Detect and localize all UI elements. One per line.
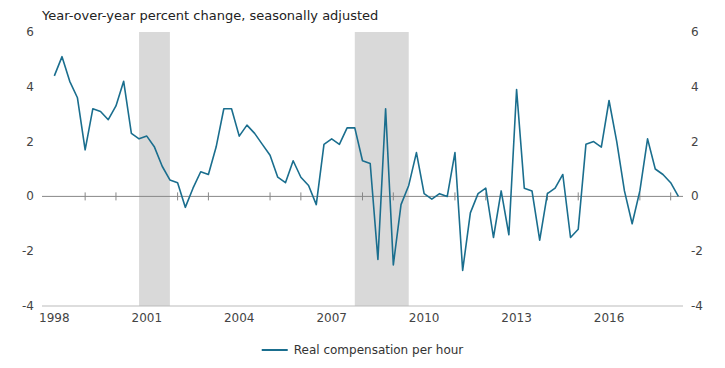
- x-tick-label: 2007: [316, 311, 347, 325]
- y-tick-label-right: -2: [691, 244, 703, 258]
- x-tick-label: 2004: [224, 311, 255, 325]
- recession-band: [139, 32, 170, 306]
- y-tick-label: 6: [26, 25, 34, 39]
- legend-label: Real compensation per hour: [294, 343, 464, 357]
- y-tick-label: 0: [26, 189, 34, 203]
- y-tick-label: 2: [26, 135, 34, 149]
- legend-swatch: [262, 349, 288, 351]
- minor-tick: [362, 192, 363, 200]
- y-tick-label-right: -4: [691, 299, 703, 313]
- minor-tick: [300, 192, 301, 200]
- legend-item: Real compensation per hour: [262, 343, 464, 357]
- y-tick-label: -2: [22, 244, 34, 258]
- x-tick-label: 1998: [39, 311, 70, 325]
- minor-tick: [270, 192, 271, 200]
- legend: Real compensation per hour: [262, 343, 464, 357]
- plot-area: [42, 32, 683, 306]
- minor-tick: [670, 192, 671, 200]
- minor-tick: [115, 192, 116, 200]
- y-tick-label-right: 2: [691, 135, 699, 149]
- x-tick-label: 2001: [132, 311, 163, 325]
- x-tick-label: 2013: [501, 311, 532, 325]
- minor-tick: [208, 192, 209, 200]
- y-tick-label: -4: [22, 299, 34, 313]
- series-line: [54, 57, 678, 271]
- minor-tick: [454, 192, 455, 200]
- minor-tick: [393, 192, 394, 200]
- minor-tick: [177, 192, 178, 200]
- y-tick-label-right: 0: [691, 189, 699, 203]
- chart: Year-over-year percent change, seasonall…: [0, 0, 725, 368]
- title: Year-over-year percent change, seasonall…: [41, 8, 378, 23]
- y-tick-label: 4: [26, 80, 34, 94]
- minor-tick: [578, 192, 579, 200]
- minor-tick: [85, 192, 86, 200]
- y-tick-label-right: 6: [691, 25, 699, 39]
- x-tick-label: 2016: [594, 311, 625, 325]
- x-tick-label: 2010: [409, 311, 440, 325]
- x-axis-line: [42, 306, 683, 307]
- y-tick-label-right: 4: [691, 80, 699, 94]
